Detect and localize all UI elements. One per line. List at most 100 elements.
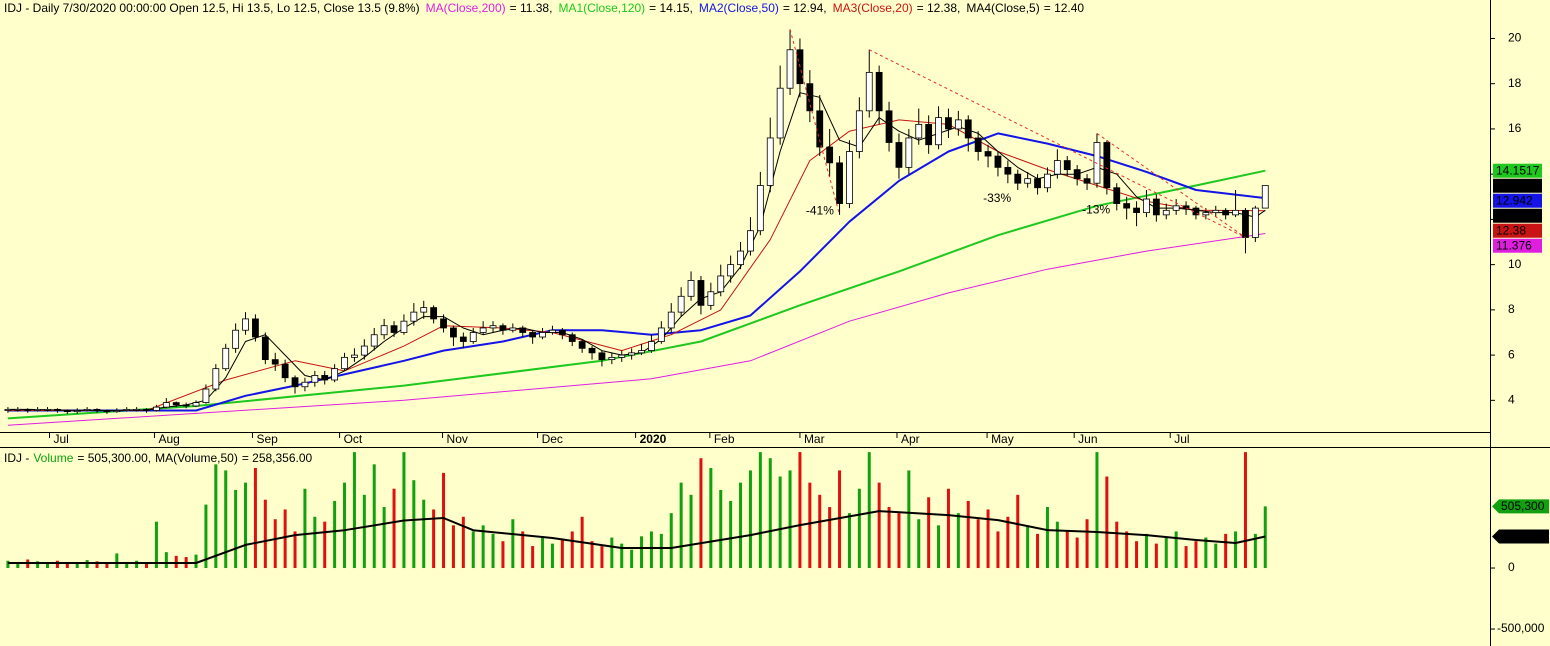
volume-bar (1234, 531, 1238, 569)
value-marker (1492, 499, 1549, 514)
candle-body (964, 119, 972, 139)
candle-body (281, 363, 289, 379)
volume-bar (65, 561, 69, 569)
header-title: IDJ - (4, 451, 29, 465)
candle-body (697, 280, 705, 306)
header-series-value: = 12.40 (1044, 1, 1085, 15)
pane-header: IDJ - Daily 7/30/2020 00:00:00 Open 12.5… (4, 1, 1084, 15)
ma-line (7, 119, 1266, 411)
volume-bar (640, 536, 644, 569)
candle-body (380, 325, 388, 336)
y-tick-label: 6 (1508, 347, 1515, 361)
candle-body (657, 327, 665, 342)
candle-body (1202, 212, 1210, 216)
volume-bar (1253, 533, 1257, 569)
volume-bar (739, 482, 743, 569)
candle-body (905, 137, 913, 168)
candle-body (648, 341, 655, 351)
header-series-name: MA(Close,200) (426, 1, 506, 15)
annotation: -41% (806, 204, 834, 218)
candle-body (1251, 207, 1259, 238)
candle-body (756, 185, 764, 232)
volume-bar (214, 464, 218, 569)
volume-bar (808, 482, 812, 569)
volume-bar (36, 561, 40, 569)
volume-bar (669, 513, 673, 569)
candle-body (578, 341, 586, 349)
candle-body (103, 410, 111, 413)
candle-body (400, 320, 408, 333)
candle-body (73, 410, 81, 413)
candle-body (885, 110, 893, 143)
candle-body (855, 110, 863, 152)
candle-body (954, 119, 962, 130)
candle-body (271, 359, 279, 365)
volume-bar (224, 470, 228, 569)
candle-body (1113, 187, 1121, 204)
candle-body (628, 352, 636, 356)
y-tick-label: 20 (1508, 31, 1522, 45)
volume-bar (649, 531, 653, 569)
candle-body (539, 332, 546, 338)
volume-bar (927, 497, 931, 569)
candle-body (143, 408, 150, 411)
candle-body (311, 375, 319, 383)
header-series-name: Volume (33, 451, 73, 465)
candle-body (261, 336, 269, 361)
volume-bar (432, 509, 436, 569)
volume-bar (244, 482, 248, 569)
volume-bar (976, 519, 980, 569)
candle-body (499, 325, 507, 331)
volume-bar (570, 531, 574, 569)
volume-bar (283, 509, 287, 569)
volume-bar (966, 500, 970, 569)
y-tick-label: 8 (1508, 302, 1515, 316)
value-marker-label: 14.1517 (1496, 163, 1540, 177)
candle-body (450, 327, 457, 338)
candle-body (133, 408, 141, 411)
candle-body (34, 408, 42, 411)
volume-bar (164, 552, 168, 569)
x-tick-label: Apr (901, 432, 920, 446)
candle-body (806, 83, 814, 112)
volume-bar (1055, 521, 1059, 569)
volume-bar (729, 500, 733, 569)
candle-body (351, 354, 358, 358)
value-marker (1492, 529, 1549, 544)
volume-bar (6, 560, 10, 569)
candle-body (618, 354, 626, 358)
x-tick-label: Nov (447, 432, 468, 446)
volume-bar (422, 499, 426, 569)
volume-bar (362, 494, 366, 569)
candle-body (875, 71, 883, 112)
volume-bar (937, 525, 941, 569)
volume-bar (986, 509, 990, 569)
candle-body (737, 250, 744, 266)
candle-body (459, 336, 467, 342)
volume-bar (303, 488, 307, 569)
header-series-value: = 12.38, (917, 1, 961, 15)
volume-bar (1135, 541, 1139, 569)
volume-bar (1085, 519, 1089, 569)
volume-bar (521, 531, 525, 569)
candle-body (747, 230, 754, 252)
candle-body (182, 404, 190, 407)
volume-bar (1214, 543, 1218, 569)
x-tick-label: Mar (804, 432, 825, 446)
candle-body (1053, 160, 1061, 175)
volume-bar (174, 555, 178, 569)
candle-body (331, 368, 339, 381)
volume-bar (323, 521, 327, 569)
candle-body (984, 151, 992, 157)
candle-body (1034, 178, 1041, 189)
candle-body (1133, 207, 1140, 214)
y-tick-label: 18 (1508, 76, 1522, 90)
value-marker (1493, 223, 1542, 238)
header-series-name: MA4(Close,5) (966, 1, 1039, 15)
candle-body (420, 307, 428, 313)
trendline (869, 49, 1246, 238)
candle-body (766, 137, 774, 186)
value-marker-label: 13.5 (1496, 178, 1520, 192)
candle-body (1103, 142, 1111, 189)
candle-body (1014, 173, 1022, 184)
